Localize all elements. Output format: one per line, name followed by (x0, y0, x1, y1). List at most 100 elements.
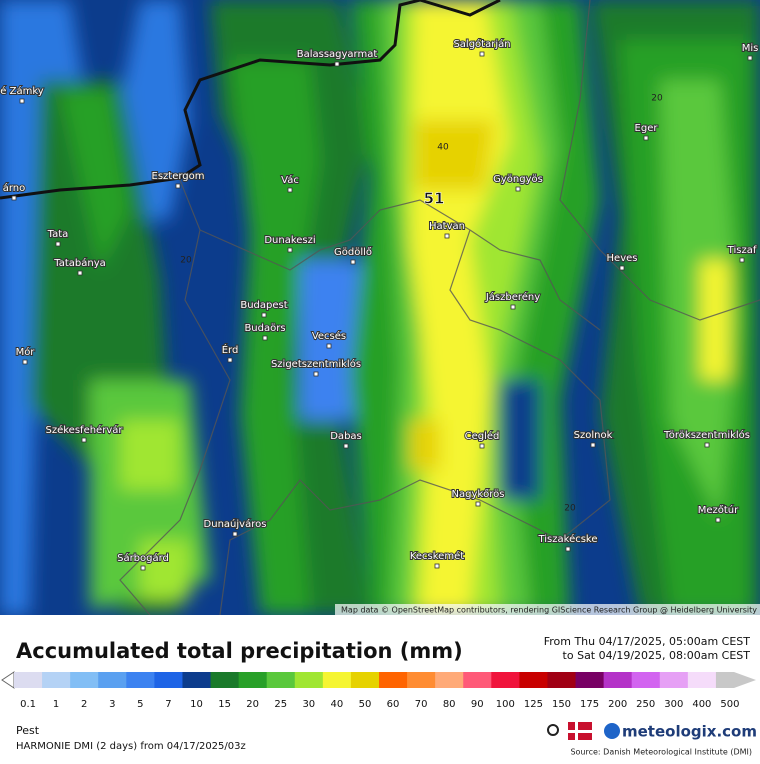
place-marker (619, 265, 625, 271)
place-marker (11, 195, 17, 201)
colorbar-cell (407, 672, 436, 688)
colorbar-label: 2 (81, 699, 87, 710)
map: Balassagyarmat Salgótarján é Zámky Mis Eger E… (0, 0, 760, 615)
colorbar-cell (491, 672, 520, 688)
place-label: é Zámky (0, 85, 43, 97)
place-label: Cegléd (465, 430, 500, 442)
place-label: Jászberény (485, 291, 540, 303)
place-marker (479, 443, 485, 449)
colorbar-cell (463, 672, 492, 688)
region: Pest (16, 724, 40, 737)
place-marker (313, 371, 319, 377)
colorbar-cell (379, 672, 408, 688)
place-label: Nagykőrös (451, 488, 504, 500)
place-marker (140, 565, 146, 571)
colorbar-cell (322, 672, 352, 688)
place-label: Sárbogárd (117, 552, 169, 564)
colorbar-label: 15 (218, 699, 231, 710)
place-marker (704, 442, 710, 448)
place-label: Szigetszentmiklós (271, 358, 361, 370)
colorbar-cell (659, 672, 689, 688)
place-marker (747, 55, 753, 61)
place-marker (262, 335, 268, 341)
place-marker (479, 51, 485, 57)
colorbar-label: 0.1 (20, 699, 36, 710)
place-label: Dunaújváros (204, 518, 267, 530)
colorbar-label: 80 (443, 699, 456, 710)
place-marker (643, 135, 649, 141)
colorbar-cell (210, 672, 240, 688)
place-marker (55, 241, 61, 247)
attribution: Map data © OpenStreetMap contributors, r… (341, 606, 757, 615)
colorbar-cell (519, 672, 548, 688)
colorbar-cell (350, 672, 380, 688)
colorbar-cell (631, 672, 661, 688)
place-label: Dabas (330, 431, 362, 442)
colorbar-cell (238, 672, 268, 688)
colorbar-label: 60 (387, 699, 400, 710)
place-marker (444, 233, 450, 239)
colorbar-cell (70, 672, 99, 688)
colorbar-label: 125 (524, 699, 543, 710)
brand: meteologix.com (622, 723, 757, 741)
place-marker (22, 359, 28, 365)
place-marker (287, 247, 293, 253)
legend-title: Accumulated total precipitation (mm) (16, 639, 463, 663)
colorbar-label: 400 (692, 699, 711, 710)
place-label: Esztergom (152, 171, 205, 182)
place-marker (227, 357, 233, 363)
colorbar-label: 70 (415, 699, 428, 710)
colorbar-label: 40 (331, 699, 344, 710)
place-marker (261, 312, 267, 318)
place-marker (510, 304, 516, 310)
colorbar-cell (547, 672, 577, 688)
colorbar-label: 150 (552, 699, 571, 710)
colorbar-label: 90 (471, 699, 484, 710)
place-label: Tatabánya (53, 257, 106, 269)
place-label: Mór (16, 346, 36, 358)
colorbar-cell (575, 672, 605, 688)
colorbar-cell (603, 672, 633, 688)
contour-label: 20 (180, 256, 192, 266)
place-label: Eger (635, 123, 659, 134)
place-label: Budapest (240, 300, 287, 311)
place-label: Balassagyarmat (297, 49, 378, 60)
colorbar-label: 10 (190, 699, 203, 710)
colorbar-label: 500 (720, 699, 739, 710)
place-label: Érd (222, 343, 239, 356)
place-label: Tata (47, 229, 69, 240)
colorbar-cell (687, 672, 717, 688)
place-marker (77, 270, 83, 276)
place-marker (334, 61, 340, 67)
colorbar-label: 250 (636, 699, 655, 710)
place-marker (565, 546, 571, 552)
colorbar-cell (14, 672, 43, 688)
colorbar-label: 20 (246, 699, 259, 710)
place-label: Gyöngyös (493, 174, 543, 185)
colorbar-cell (715, 672, 756, 688)
place-label: Kecskemét (410, 550, 464, 562)
colorbar-arrow (1, 671, 15, 689)
colorbar-label: 7 (165, 699, 171, 710)
contour-label: 40 (437, 143, 449, 153)
colorbar-cell (294, 672, 324, 688)
colorbar-cell (266, 672, 296, 688)
place-label: Hatvan (429, 221, 465, 232)
place-label: Gödöllő (334, 246, 372, 258)
colorbar-label: 175 (580, 699, 599, 710)
max-value: 51 (424, 190, 445, 208)
place-marker (515, 186, 521, 192)
place-marker (175, 183, 181, 189)
colorbar-label: 100 (496, 699, 515, 710)
period-from: From Thu 04/17/2025, 05:00am CEST (544, 635, 751, 648)
contour-label: 20 (651, 94, 663, 104)
colorbar-label: 200 (608, 699, 627, 710)
period-to: to Sat 04/19/2025, 08:00am CEST (563, 649, 751, 662)
colorbar-label: 300 (664, 699, 683, 710)
place-label: Salgótarján (453, 38, 510, 50)
search-icon[interactable] (547, 724, 559, 736)
place-label: árno (3, 182, 26, 194)
model: HARMONIE DMI (2 days) from 04/17/2025/03… (16, 741, 246, 752)
place-marker (350, 259, 356, 265)
